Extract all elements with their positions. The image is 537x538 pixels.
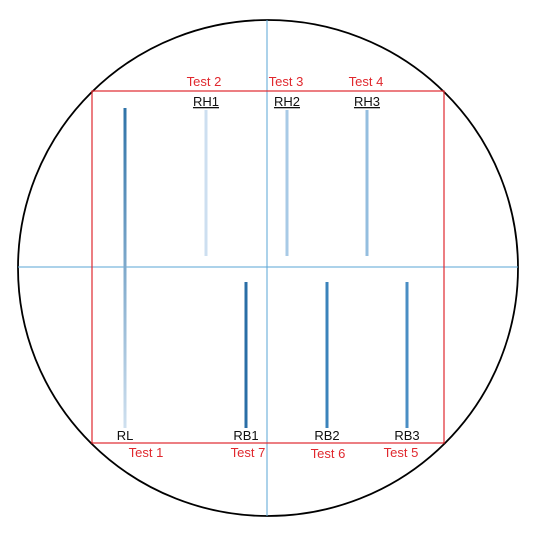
specimen-label-rh3: RH3 <box>354 94 380 109</box>
specimen-label-rh2: RH2 <box>274 94 300 109</box>
test-label-1: Test 1 <box>129 445 164 460</box>
specimen-label-rl: RL <box>117 428 134 443</box>
test-label-5: Test 5 <box>384 445 419 460</box>
specimen-label-rb1: RB1 <box>233 428 258 443</box>
specimen-label-rb2: RB2 <box>314 428 339 443</box>
test-label-6: Test 6 <box>311 446 346 461</box>
outer-circle <box>18 20 518 516</box>
test-label-7: Test 7 <box>231 445 266 460</box>
test-label-4: Test 4 <box>349 74 384 89</box>
test-label-2: Test 2 <box>187 74 222 89</box>
specimen-label-rb3: RB3 <box>394 428 419 443</box>
specimen-label-rh1: RH1 <box>193 94 219 109</box>
test-label-3: Test 3 <box>269 74 304 89</box>
